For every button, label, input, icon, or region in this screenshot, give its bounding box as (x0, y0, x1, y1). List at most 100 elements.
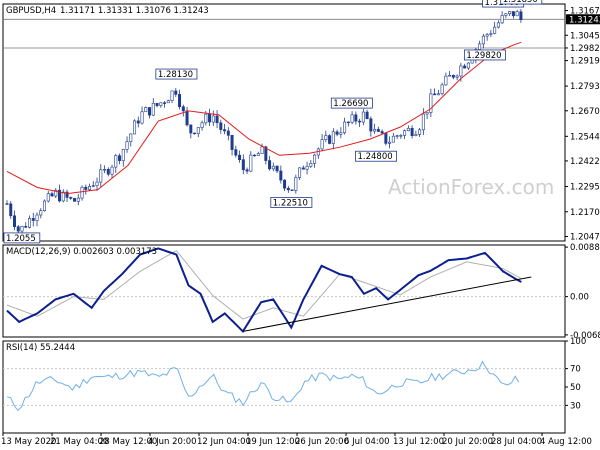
candle-body (151, 102, 155, 116)
time-tick-label: 26 Jun 20:00 (295, 437, 349, 447)
rsi-tick-label: 100 (570, 337, 586, 347)
candle-body (508, 11, 512, 15)
rsi-grid (3, 368, 565, 406)
time-tick-label: 4 Aug 12:00 (540, 437, 592, 447)
candle-body (350, 114, 354, 123)
price-annotation-box (355, 150, 397, 162)
candle-body (159, 102, 163, 106)
candle-body (339, 132, 343, 135)
time-tick-label: 6 Jul 04:00 (344, 437, 390, 447)
time-tick-label: 28 May 12:00 (99, 437, 157, 447)
price-annotation-box (330, 97, 373, 109)
candle-body (73, 198, 77, 202)
candle-body (43, 200, 47, 211)
candle-body (88, 186, 92, 190)
price-tick-label: 1.29820 (570, 44, 600, 54)
candle-body (406, 127, 410, 132)
candle-body (309, 163, 313, 167)
candle-body (69, 197, 73, 199)
candle-body (436, 93, 440, 96)
macd-panel (2, 244, 566, 338)
candle-body (196, 127, 200, 134)
candle-body (301, 167, 305, 170)
price-annotations: 1.2055 1.28130 1.22510 1.26690 1.24800 1.2982… (3, 0, 543, 244)
candle-body (223, 129, 227, 132)
candle-body (170, 90, 174, 101)
candle-body (463, 65, 467, 69)
price-tick-label: 1.22950 (570, 183, 600, 193)
price-annotation-box (500, 0, 543, 5)
price-panel (2, 3, 566, 242)
candle-body (294, 177, 298, 191)
price-tick-label: 1.27930 (570, 82, 600, 92)
price-annotation-box (155, 68, 198, 80)
price-tick-label: 1.20475 (570, 232, 600, 242)
macd-axis: 0.008824 0.00 -0.006825 (565, 243, 600, 341)
price-annotation-label: 1.26690 (333, 99, 368, 109)
candle-body (16, 226, 20, 232)
price-annotation-label: 1.28130 (158, 70, 193, 80)
time-tick-label: 13 May 2020 (1, 437, 56, 447)
candle-body (80, 186, 84, 199)
price-tick-label: 1.21700 (570, 208, 600, 218)
candle-body (268, 160, 272, 170)
candle-body (241, 159, 245, 171)
candle-body (410, 127, 414, 136)
candle-body (354, 114, 358, 122)
candle-body (140, 111, 144, 124)
candle-body (20, 226, 24, 232)
candle-body (61, 191, 65, 202)
macd-signal-line (6, 249, 522, 320)
candle-body (110, 166, 114, 175)
candle-body (103, 168, 107, 171)
rsi-title: RSI(14) 55.2444 (6, 343, 75, 353)
candle-body (133, 120, 137, 135)
macd-line (6, 247, 522, 333)
candle-body (455, 75, 459, 78)
candle-body (166, 100, 170, 104)
candle-body (118, 155, 122, 161)
candle-body (425, 112, 429, 115)
price-annotation-label: 1.22510 (273, 198, 308, 208)
candles (5, 9, 523, 236)
time-tick-label: 19 Jun 12:00 (246, 437, 300, 447)
price-tick-label: 1.29195 (570, 57, 600, 67)
price-annotation-label: 1.24800 (358, 152, 393, 162)
candle-body (346, 121, 350, 124)
candle-body (504, 13, 508, 16)
candle-body (46, 193, 50, 202)
price-annotation-box (463, 49, 506, 61)
candle-body (253, 154, 257, 157)
moving-average-line (6, 41, 522, 195)
candle-body (204, 113, 208, 124)
candle-body (39, 210, 43, 216)
time-tick-label: 13 Jul 12:00 (393, 437, 444, 447)
candle-body (95, 181, 99, 186)
price-tick-label: 1.25440 (570, 132, 600, 142)
candle-body (380, 131, 384, 134)
macd-tick-label: 0.008824 (570, 243, 600, 253)
candle-body (429, 93, 433, 113)
candle-body (129, 133, 133, 142)
time-tick-label: 12 Jun 04:00 (197, 437, 251, 447)
candle-body (249, 154, 253, 172)
candle-body (298, 167, 302, 178)
candle-body (200, 122, 204, 128)
candle-body (414, 134, 418, 136)
candle-body (290, 189, 294, 191)
candle-body (395, 135, 399, 137)
chart-symbol: GBPUSD,H4 (6, 6, 56, 16)
price-annotation-label: 1.31850 (503, 0, 538, 5)
candle-body (275, 165, 279, 172)
candle-body (219, 122, 223, 130)
price-hlines (3, 18, 565, 49)
candle-body (331, 131, 335, 144)
candle-body (230, 135, 234, 150)
candle-body (403, 130, 407, 136)
time-tick-label: 21 May 04:00 (50, 437, 108, 447)
candle-body (388, 141, 392, 144)
candle-body (211, 115, 215, 123)
time-tick-label: 28 Jul 04:00 (491, 437, 542, 447)
